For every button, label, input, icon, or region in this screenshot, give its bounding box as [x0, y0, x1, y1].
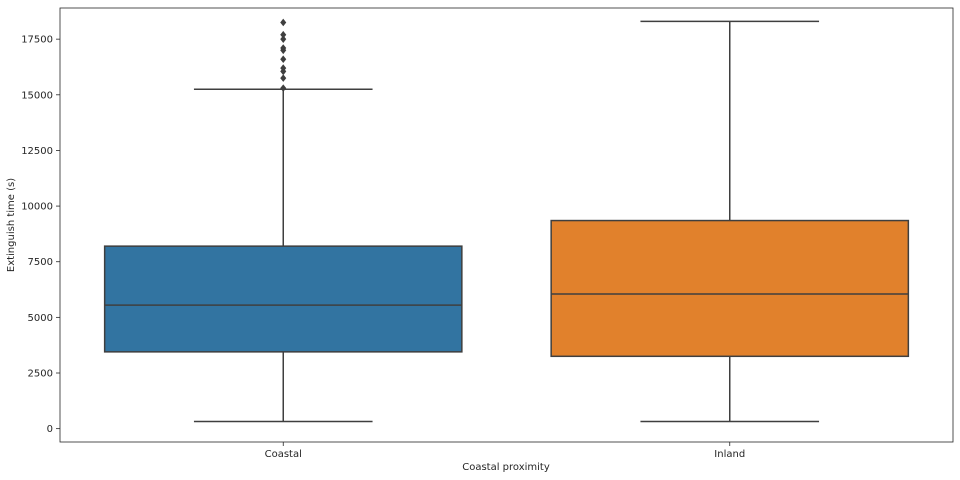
y-tick-label: 12500	[21, 146, 53, 157]
outlier-point	[280, 18, 287, 27]
outlier-point	[280, 44, 287, 52]
y-axis-label: Extinguish time (s)	[6, 178, 17, 272]
y-tick-label: 10000	[21, 202, 53, 213]
y-axis-ticks: 0 2500 5000 7500 10000 12500 15000 17500	[21, 35, 60, 435]
outlier-point	[280, 84, 287, 92]
x-tick-label: Inland	[714, 449, 745, 460]
y-tick-label: 15000	[21, 90, 53, 101]
outlier-point	[280, 64, 287, 72]
y-tick-label: 2500	[28, 369, 53, 380]
iqr-box	[550, 219, 910, 358]
y-tick-label: 5000	[28, 313, 53, 324]
box-inland	[550, 20, 910, 423]
y-tick-label: 0	[47, 424, 53, 435]
outlier-point	[280, 30, 287, 39]
x-axis-label: Coastal proximity	[462, 462, 550, 473]
y-tick-label: 17500	[21, 35, 53, 46]
iqr-box	[103, 245, 463, 353]
x-axis-ticks: Coastal Inland	[265, 442, 745, 460]
x-tick-label: Coastal	[265, 449, 302, 460]
boxes-layer	[103, 18, 910, 423]
outlier-point	[280, 55, 287, 63]
outlier-point	[280, 35, 287, 43]
y-tick-label: 7500	[28, 257, 53, 268]
outlier-point	[280, 74, 287, 82]
box-coastal	[103, 18, 463, 423]
